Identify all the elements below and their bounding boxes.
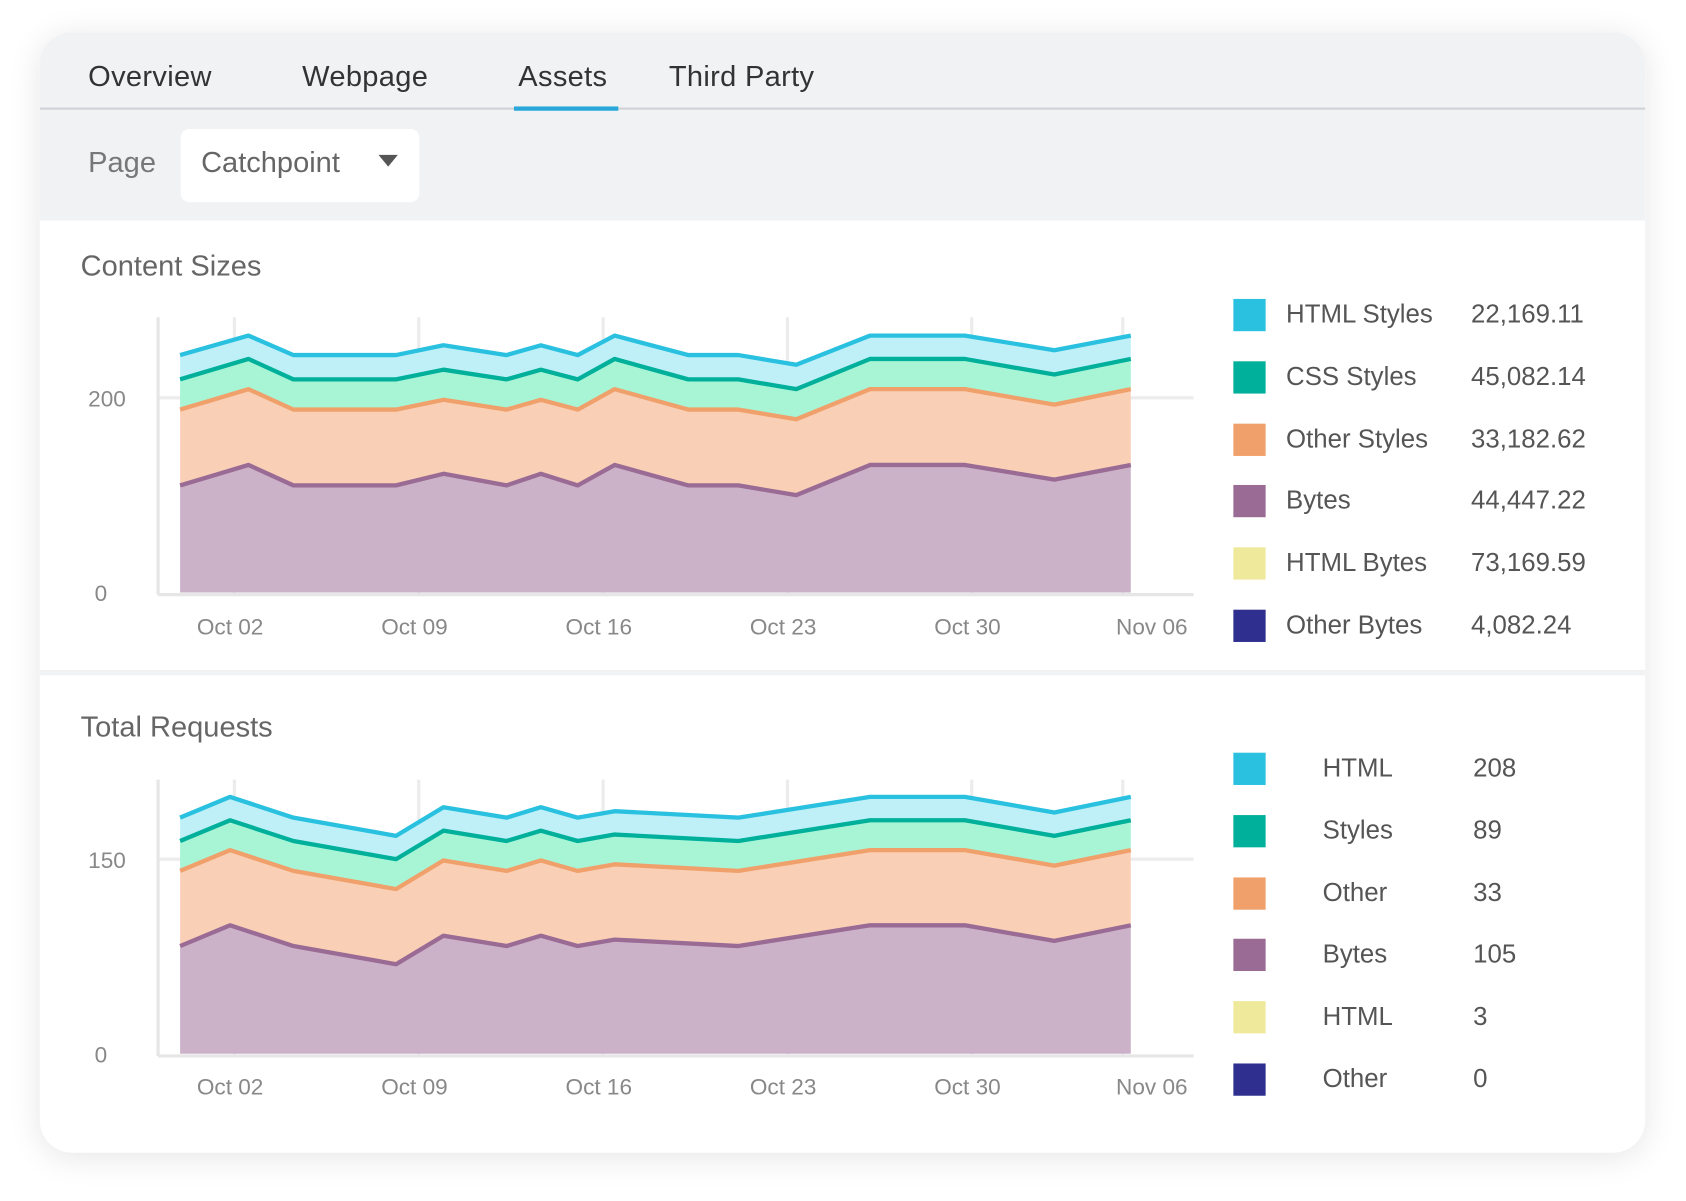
chevron-down-icon — [378, 154, 398, 167]
legend-label: HTML Bytes — [1286, 548, 1428, 578]
line-bytes — [179, 923, 1132, 967]
area-other — [180, 850, 1131, 965]
legend-swatch — [1233, 877, 1266, 910]
page-filter-label: Page — [88, 146, 156, 179]
legend-item[interactable]: Bytes 105 — [1233, 939, 1620, 976]
legend-label: Styles — [1322, 815, 1393, 845]
line-other — [179, 847, 1132, 892]
total-requests-title: Total Requests — [80, 710, 273, 744]
legend-swatch — [1233, 939, 1266, 972]
legend-swatch — [1233, 814, 1266, 848]
x-tick-label: Oct 16 — [566, 1075, 633, 1100]
legend-label: HTML Styles — [1286, 300, 1433, 330]
legend-swatch — [1233, 752, 1266, 785]
y-tick-label: 200 — [88, 386, 126, 411]
legend-value: 105 — [1473, 940, 1517, 970]
legend-label: Other Styles — [1286, 424, 1429, 454]
tab-assets[interactable]: Assets — [514, 60, 618, 111]
x-tick-label: Oct 02 — [197, 1075, 264, 1100]
legend-value: 33 — [1473, 878, 1502, 908]
legend-value: 73,169.59 — [1471, 548, 1586, 578]
y-tick-label: 150 — [88, 848, 126, 873]
legend-item[interactable]: HTML Styles 22,169.11 — [1233, 298, 1620, 336]
legend-value: 0 — [1473, 1064, 1488, 1094]
y-tick-label: 0 — [95, 1042, 108, 1067]
legend-item[interactable]: CSS Styles 45,082.14 — [1233, 361, 1620, 398]
x-tick-label: Oct 09 — [381, 1075, 448, 1100]
x-tick-label: Nov 06 — [1116, 614, 1188, 639]
header: Overview Webpage Assets Third Party Page… — [39, 32, 1646, 221]
line-other-styles — [179, 387, 1132, 422]
legend-label: Bytes — [1322, 940, 1388, 970]
legend-item[interactable]: Other 0 — [1233, 1063, 1620, 1100]
x-tick-label: Oct 02 — [197, 614, 264, 639]
line-html-styles — [179, 333, 1132, 367]
x-tick-label: Oct 30 — [934, 614, 1001, 639]
area-bytes — [180, 464, 1131, 593]
legend-swatch — [1233, 485, 1266, 518]
legend-value: 22,169.11 — [1471, 300, 1584, 330]
x-tick-label: Oct 16 — [566, 614, 633, 639]
legend-item[interactable]: HTML Bytes 73,169.59 — [1233, 547, 1620, 585]
legend-item[interactable]: HTML 208 — [1233, 752, 1620, 790]
legend-swatch — [1233, 361, 1266, 394]
legend-swatch — [1233, 298, 1266, 332]
legend-item[interactable]: Other Bytes 4,082.24 — [1233, 609, 1620, 647]
legend-label: Other Bytes — [1286, 610, 1423, 640]
content-sizes-chart: Oct 02 Oct 09 Oct 16 Oct 23 Oct 30 Nov 06 0 200 — [88, 317, 1194, 639]
tab-webpage[interactable]: Webpage — [302, 60, 429, 93]
legend-value: 89 — [1473, 815, 1502, 845]
content-sizes-title: Content Sizes — [80, 249, 262, 282]
legend-value: 45,082.14 — [1471, 362, 1586, 392]
legend-item[interactable]: HTML 3 — [1233, 1001, 1620, 1038]
legend-swatch — [1233, 1063, 1266, 1096]
x-tick-label: Oct 23 — [750, 614, 817, 639]
page-select-value: Catchpoint — [201, 146, 340, 179]
legend-label: HTML — [1322, 753, 1393, 783]
legend-label: Other — [1322, 878, 1388, 908]
legend-value: 44,447.22 — [1471, 486, 1586, 516]
legend-swatch — [1233, 1001, 1266, 1034]
legend-value: 4,082.24 — [1471, 610, 1572, 640]
legend-label: Bytes — [1286, 486, 1351, 516]
legend-item[interactable]: Styles 89 — [1233, 814, 1620, 852]
legend-swatch — [1233, 609, 1266, 642]
area-styles — [180, 820, 1131, 890]
tab-bar: Overview Webpage Assets Third Party — [39, 32, 1646, 111]
legend-value: 208 — [1473, 753, 1517, 783]
line-styles — [179, 818, 1132, 862]
area-bytes — [180, 925, 1131, 1054]
line-bytes — [179, 462, 1132, 498]
legend-value: 33,182.62 — [1471, 424, 1586, 454]
x-tick-label: Oct 23 — [750, 1075, 817, 1100]
legend-label: CSS Styles — [1286, 362, 1417, 392]
total-requests-chart: Oct 02 Oct 09 Oct 16 Oct 23 Oct 30 Nov 06 0 150 — [88, 779, 1194, 1100]
x-tick-label: Nov 06 — [1116, 1075, 1188, 1100]
area-other-styles — [180, 389, 1131, 496]
legend-item[interactable]: Other Styles 33,182.62 — [1233, 423, 1620, 460]
section-divider — [39, 669, 1646, 676]
page-select[interactable]: Catchpoint — [180, 129, 420, 203]
tab-third-party[interactable]: Third Party — [668, 60, 815, 93]
area-html-styles — [180, 335, 1131, 390]
y-tick-label: 0 — [95, 581, 108, 606]
legend-swatch — [1233, 423, 1266, 456]
legend-item[interactable]: Bytes 44,447.22 — [1233, 485, 1620, 522]
line-css-styles — [179, 356, 1132, 392]
legend-label: HTML — [1322, 1002, 1393, 1032]
x-tick-label: Oct 30 — [934, 1075, 1001, 1100]
legend-value: 3 — [1473, 1002, 1488, 1032]
legend-swatch — [1233, 547, 1266, 580]
assets-panel: Overview Webpage Assets Third Party Page… — [39, 32, 1646, 1153]
tab-overview[interactable]: Overview — [88, 60, 212, 93]
legend-label: Other — [1322, 1064, 1388, 1094]
legend-item[interactable]: Other 33 — [1233, 877, 1620, 914]
x-tick-label: Oct 09 — [381, 614, 448, 639]
line-html — [179, 794, 1132, 838]
